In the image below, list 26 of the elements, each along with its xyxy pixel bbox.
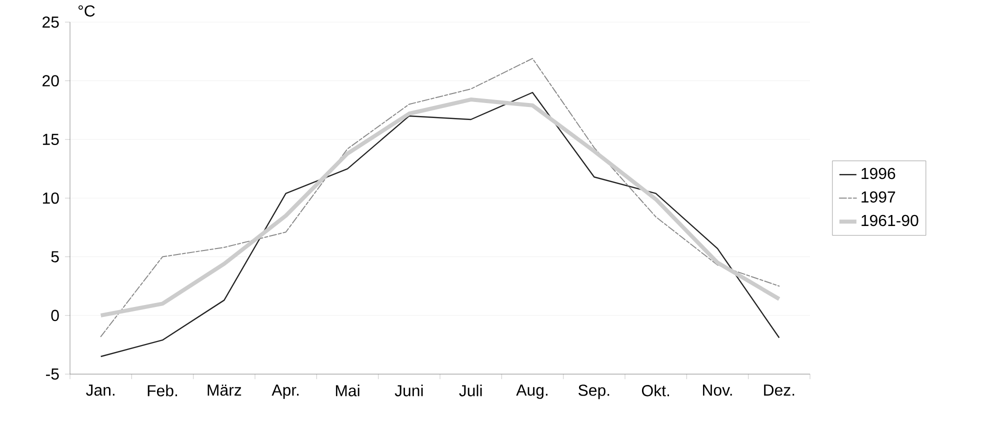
line-series [100, 58, 780, 338]
legend-label: 1961-90 [862, 214, 918, 226]
x-tick-label: Dez. [764, 384, 794, 396]
y-tick-label: 0 [51, 310, 59, 322]
line-series [100, 92, 780, 358]
x-tick-label: Okt. [642, 384, 669, 396]
x-tick-label: März [208, 384, 242, 396]
x-tick-label: Apr. [272, 384, 299, 399]
y-tick-label: 15 [42, 134, 59, 145]
x-tick-label: Nov. [703, 384, 732, 396]
y-tick-label: 25 [42, 16, 59, 28]
y-tick-label: -5 [46, 368, 59, 380]
line-series [98, 98, 782, 318]
x-tick-label: Mai [336, 384, 360, 396]
y-tick-label: 5 [51, 251, 59, 262]
y-tick-label: 10 [42, 192, 59, 204]
x-tick-label: Aug. [516, 384, 548, 399]
x-tick-label: Juli [459, 384, 482, 396]
x-tick-label: Feb. [148, 384, 177, 396]
y-tick-label: 20 [42, 75, 59, 86]
x-tick-label: Juni [394, 384, 423, 396]
legend-label: 1997 [862, 191, 896, 203]
legend-label: 1996 [862, 168, 896, 180]
y-axis-title: °C [78, 5, 95, 17]
x-tick-label: Sep. [578, 384, 610, 400]
x-tick-label: Jan. [86, 384, 114, 396]
